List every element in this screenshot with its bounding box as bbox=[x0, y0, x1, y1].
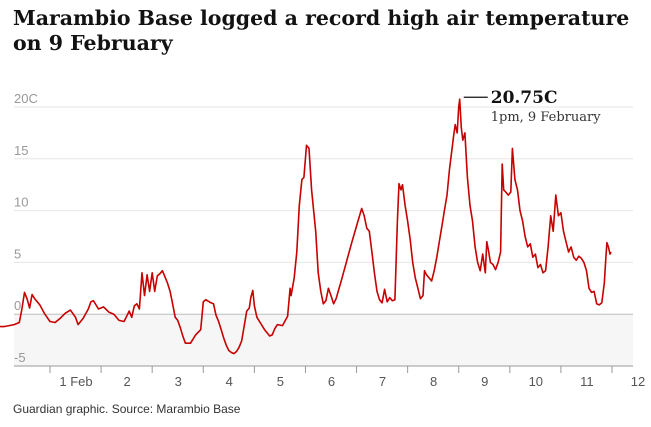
series-layer bbox=[0, 98, 612, 355]
x-tick-label: 3 bbox=[175, 374, 182, 389]
x-tick-label: 12 bbox=[631, 374, 645, 389]
x-tick-label: 4 bbox=[226, 374, 233, 389]
chart-title: Marambio Base logged a record high air t… bbox=[13, 6, 630, 55]
y-tick-label: 20C bbox=[14, 91, 38, 106]
below-zero-band bbox=[14, 314, 633, 366]
x-tick-label: 10 bbox=[529, 374, 543, 389]
annotation-date: 1pm, 9 February bbox=[491, 110, 601, 125]
temperature-series-line bbox=[0, 98, 612, 355]
plot-background bbox=[14, 314, 633, 366]
x-tick-label: 9 bbox=[481, 374, 488, 389]
x-tick-label: 5 bbox=[277, 374, 284, 389]
x-tick-label: 11 bbox=[580, 374, 594, 389]
x-tick-label: 6 bbox=[328, 374, 335, 389]
x-tick-label: 8 bbox=[430, 374, 437, 389]
y-axis-ticks: 20C 15 10 5 0 -5 bbox=[14, 91, 38, 365]
y-tick-label: 5 bbox=[14, 246, 21, 261]
x-tick-label: 1 Feb bbox=[59, 374, 92, 389]
y-tick-label: 15 bbox=[14, 143, 28, 158]
y-tick-label: 0 bbox=[14, 298, 21, 313]
x-tick-label: 7 bbox=[379, 374, 386, 389]
y-tick-label: 10 bbox=[14, 195, 28, 210]
x-axis: 1 Feb 2 3 4 5 6 7 8 9 10 11 12 bbox=[14, 365, 645, 389]
temperature-chart: 20C 15 10 5 0 -5 1 Feb 2 3 4 5 6 7 8 9 10 11 12 20.75C 1… bbox=[0, 88, 645, 389]
peak-annotation: 20.75C 1pm, 9 February bbox=[463, 88, 601, 125]
source-note: Guardian graphic. Source: Marambio Base bbox=[13, 402, 241, 416]
annotation-value: 20.75C bbox=[491, 88, 558, 108]
y-tick-label: -5 bbox=[14, 350, 26, 365]
x-tick-label: 2 bbox=[123, 374, 130, 389]
